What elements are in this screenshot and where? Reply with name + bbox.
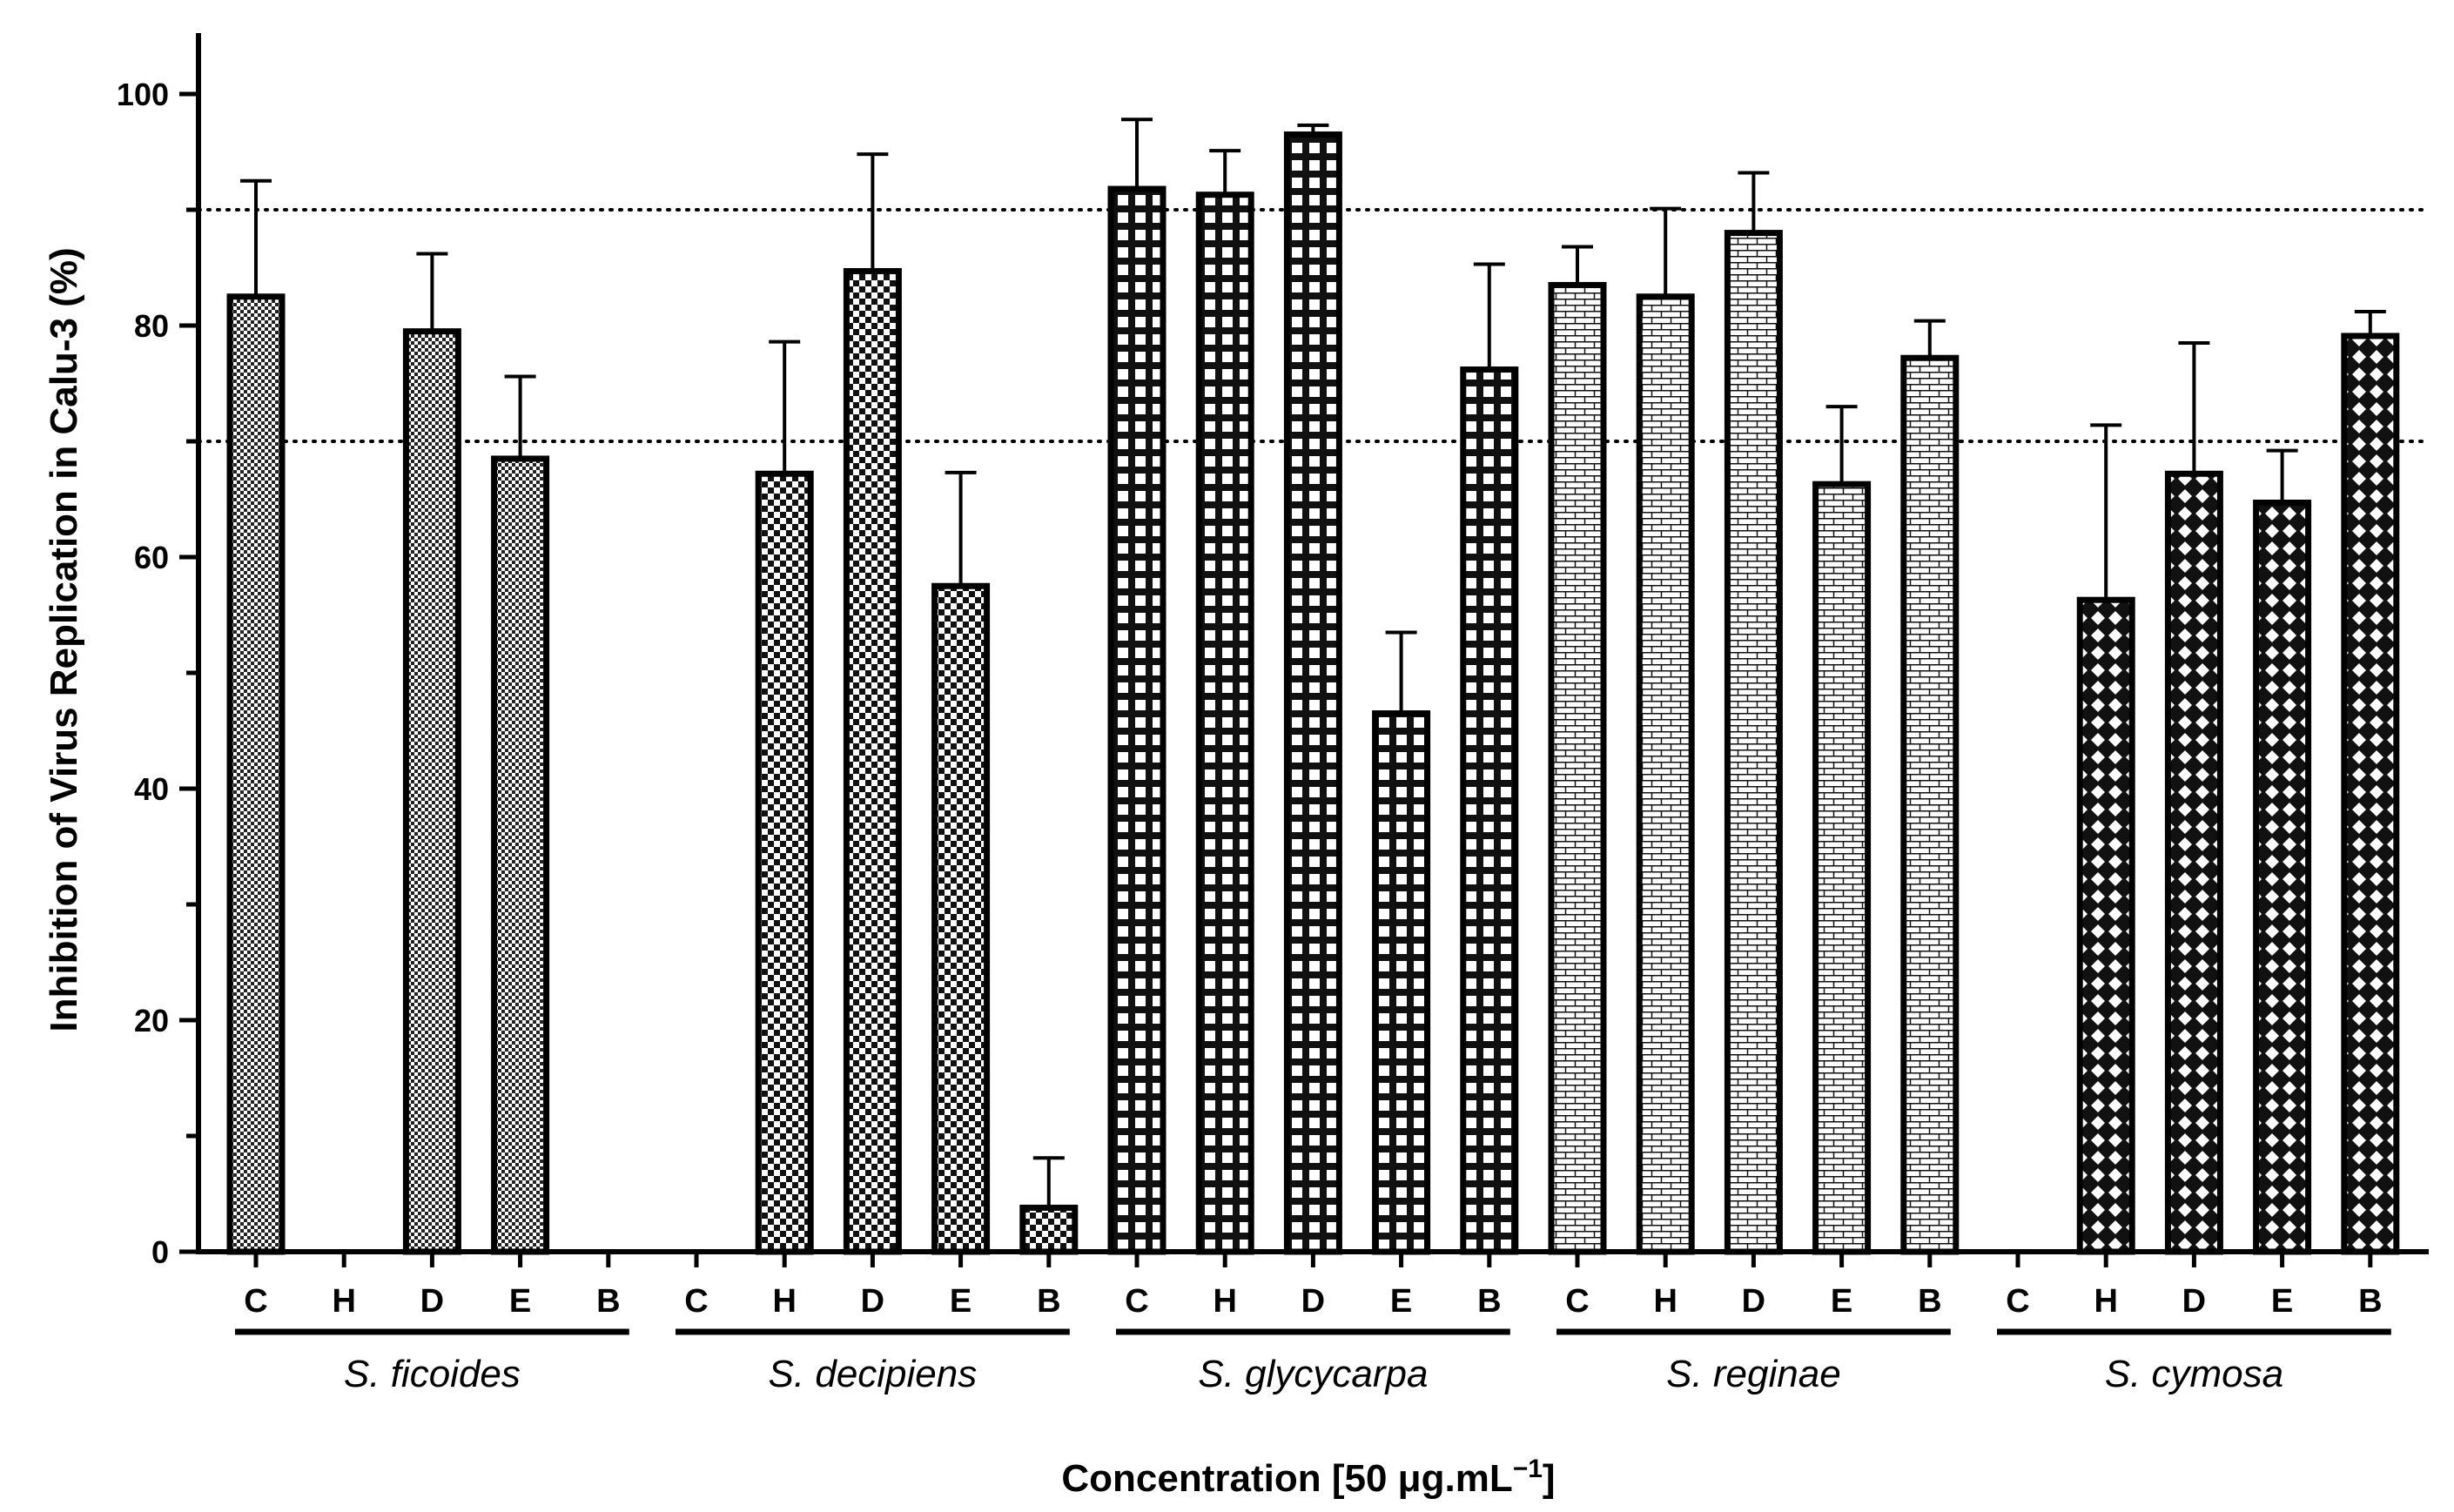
bar	[2341, 333, 2400, 1255]
group-label: S. glycycarpa	[1198, 1353, 1428, 1395]
bar	[1019, 1204, 1079, 1255]
x-axis-title-superscript: −1	[1513, 1455, 1543, 1483]
bar	[402, 328, 461, 1255]
category-label: H	[1653, 1283, 1677, 1320]
y-tick-label: 0	[151, 1234, 169, 1270]
bar	[1812, 480, 1872, 1255]
bar	[1107, 185, 1166, 1255]
y-tick-label: 40	[134, 771, 169, 807]
group-label: S. ficoides	[344, 1353, 521, 1395]
category-label: H	[772, 1283, 796, 1320]
bar	[1195, 192, 1254, 1255]
category-label: B	[596, 1283, 620, 1320]
category-label: B	[1918, 1283, 1941, 1320]
group-label: S. decipiens	[769, 1353, 978, 1395]
bar	[1283, 131, 1342, 1255]
group-label: S. reginae	[1666, 1353, 1841, 1395]
x-axis-labels: C H D E B S. ficoides C H D E B S. decipiens C H D E B S.…	[235, 1283, 2391, 1395]
category-label: B	[1477, 1283, 1501, 1320]
y-tick-label: 20	[134, 1003, 169, 1038]
y-tick-label: 80	[134, 308, 169, 344]
bar	[2164, 470, 2223, 1255]
category-label: E	[1390, 1283, 1412, 1320]
group-label: S. cymosa	[2105, 1353, 2283, 1395]
bar	[2253, 499, 2312, 1255]
category-label: D	[1301, 1283, 1325, 1320]
category-label: H	[2094, 1283, 2117, 1320]
x-axis-title: Concentration [50 μg.mL−1]	[1061, 1455, 1555, 1500]
category-label: D	[420, 1283, 444, 1320]
category-label: E	[1831, 1283, 1852, 1320]
bar	[1460, 366, 1519, 1255]
bar	[1548, 281, 1607, 1255]
category-label: B	[2358, 1283, 2382, 1320]
category-label: C	[1565, 1283, 1589, 1320]
bars	[226, 118, 2400, 1255]
reference-lines	[197, 208, 2430, 443]
bar	[1724, 230, 1783, 1255]
bar	[1900, 354, 1960, 1255]
category-label: E	[950, 1283, 972, 1320]
bar	[931, 582, 991, 1255]
bar	[491, 455, 550, 1255]
category-label: C	[1125, 1283, 1148, 1320]
category-label: C	[244, 1283, 267, 1320]
bar	[755, 470, 814, 1255]
x-axis-title-suffix: ]	[1543, 1457, 1556, 1500]
x-axis-title-main: Concentration [50 μg.mL	[1061, 1457, 1512, 1500]
category-label: C	[684, 1283, 708, 1320]
y-tick-label: 60	[134, 540, 169, 575]
category-label: H	[332, 1283, 355, 1320]
axes: 0 20 40 60 80 100	[117, 33, 2429, 1270]
category-label: D	[861, 1283, 884, 1320]
bar	[1372, 710, 1431, 1255]
category-label: D	[1742, 1283, 1765, 1320]
category-label: C	[2006, 1283, 2029, 1320]
bar	[1636, 293, 1695, 1255]
bar	[843, 267, 902, 1255]
bar	[226, 293, 286, 1255]
category-label: E	[509, 1283, 531, 1320]
category-label: H	[1213, 1283, 1236, 1320]
category-label: B	[1037, 1283, 1060, 1320]
y-tick-label: 100	[117, 77, 169, 112]
bar	[2076, 596, 2135, 1255]
category-label: E	[2271, 1283, 2293, 1320]
category-label: D	[2182, 1283, 2206, 1320]
y-axis-title: Inhibition of Virus Replication in Calu-…	[43, 247, 85, 1032]
